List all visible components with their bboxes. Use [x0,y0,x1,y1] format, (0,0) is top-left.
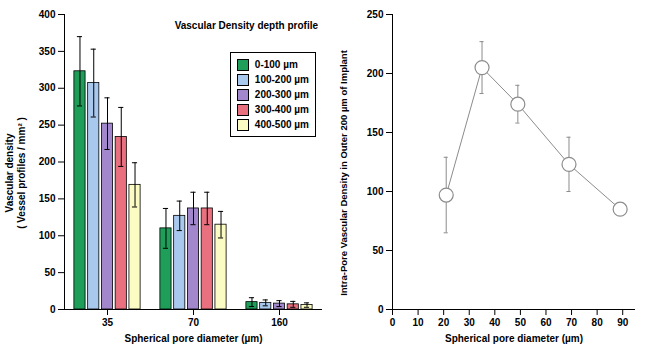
svg-text:35: 35 [102,317,114,328]
svg-text:90: 90 [617,317,629,328]
html-text:400-500 µm: 400-500 µm [254,119,309,130]
html-text:Intra-Pore Vascular Density in: Intra-Pore Vascular Density in Outer 200… [338,50,349,296]
svg-text:80: 80 [592,317,604,328]
svg-text:0: 0 [378,304,384,315]
svg-text:50: 50 [372,245,384,256]
svg-text:50: 50 [44,267,56,278]
svg-text:10: 10 [413,317,425,328]
svg-text:50: 50 [515,317,527,328]
svg-text:70: 70 [188,317,200,328]
svg-text:150: 150 [39,193,56,204]
svg-text:400: 400 [39,9,56,20]
html-text:100-200 µm: 100-200 µm [254,74,309,85]
svg-text:300: 300 [39,82,56,93]
svg-text:200: 200 [39,156,56,167]
html-text:( Vessel profiles / mm² ): ( Vessel profiles / mm² ) [16,117,27,229]
svg-text:350: 350 [39,46,56,57]
svg-text:Spherical pore diameter (µm): Spherical pore diameter (µm) [445,333,583,344]
svg-text:Spherical pore diameter (µm): Spherical pore diameter (µm) [124,333,262,344]
svg-text:30: 30 [464,317,476,328]
svg-text:0: 0 [390,317,396,328]
html-text:Vascular density: Vascular density [4,133,15,213]
svg-text:250: 250 [39,119,56,130]
svg-text:20: 20 [438,317,450,328]
svg-text:60: 60 [540,317,552,328]
svg-text:70: 70 [566,317,578,328]
svg-text:100: 100 [367,186,384,197]
html-text:200-300 µm: 200-300 µm [254,89,309,100]
svg-text:0: 0 [50,304,56,315]
svg-text:250: 250 [367,9,384,20]
html-text:300-400 µm: 300-400 µm [254,104,309,115]
svg-text:200: 200 [367,68,384,79]
svg-text:160: 160 [271,317,288,328]
svg-text:100: 100 [39,230,56,241]
html-text:0-100 µm: 0-100 µm [254,59,298,70]
svg-text:150: 150 [367,127,384,138]
html-text:Vascular Density depth profile: Vascular Density depth profile [174,20,318,31]
svg-text:40: 40 [489,317,501,328]
